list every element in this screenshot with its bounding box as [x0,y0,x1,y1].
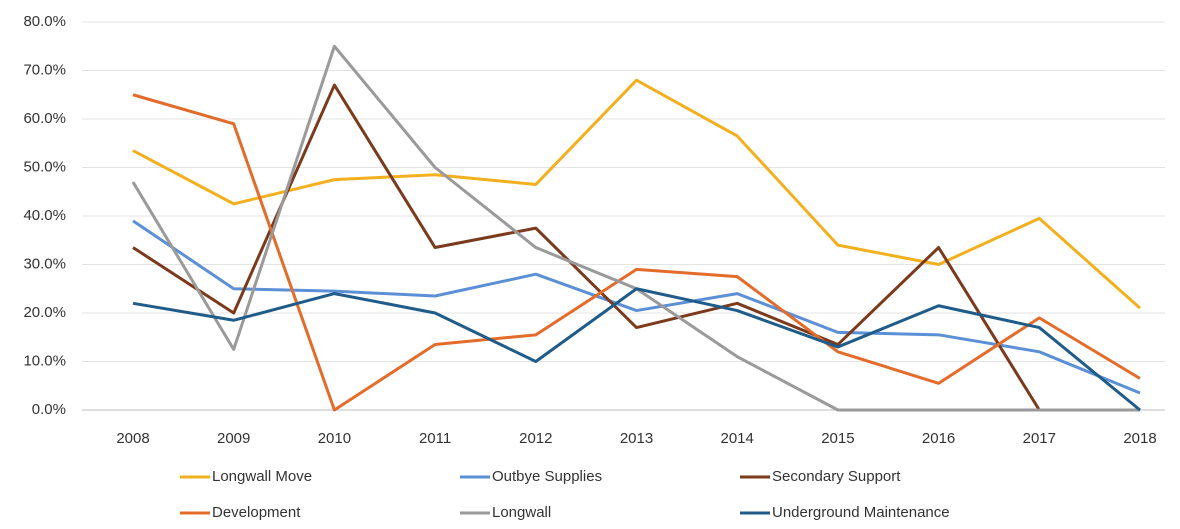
series-line [132,83,1140,412]
x-tick-label: 2011 [419,430,451,447]
legend-label: Underground Maintenance [772,504,950,521]
x-tick-label: 2018 [1123,430,1156,447]
legend-label: Secondary Support [772,468,901,485]
y-tick-label: 40.0% [23,207,66,224]
series-line [132,219,1141,395]
x-tick-label: 2009 [217,430,250,447]
x-tick-label: 2008 [116,430,149,447]
x-tick-label: 2014 [721,430,754,447]
y-tick-label: 10.0% [23,352,66,369]
x-tick-label: 2013 [620,430,653,447]
legend-label: Longwall [492,504,551,521]
y-tick-label: 0.0% [32,401,66,418]
legend-label: Longwall Move [212,468,312,485]
legend-label: Outbye Supplies [492,468,602,485]
series-line [132,287,1141,412]
x-tick-label: 2010 [318,430,351,447]
y-tick-label: 80.0% [23,13,66,30]
y-tick-label: 70.0% [23,61,66,78]
y-tick-label: 60.0% [23,110,66,127]
legend-label: Development [212,504,301,521]
series-line [132,93,1141,412]
x-tick-label: 2016 [922,430,955,447]
series-line [131,44,1140,412]
x-tick-label: 2015 [821,430,854,447]
y-tick-label: 30.0% [23,255,66,272]
x-tick-label: 2017 [1023,430,1056,447]
series-line [132,78,1141,310]
y-tick-label: 20.0% [23,304,66,321]
x-tick-label: 2012 [519,430,552,447]
y-tick-label: 50.0% [23,158,66,175]
